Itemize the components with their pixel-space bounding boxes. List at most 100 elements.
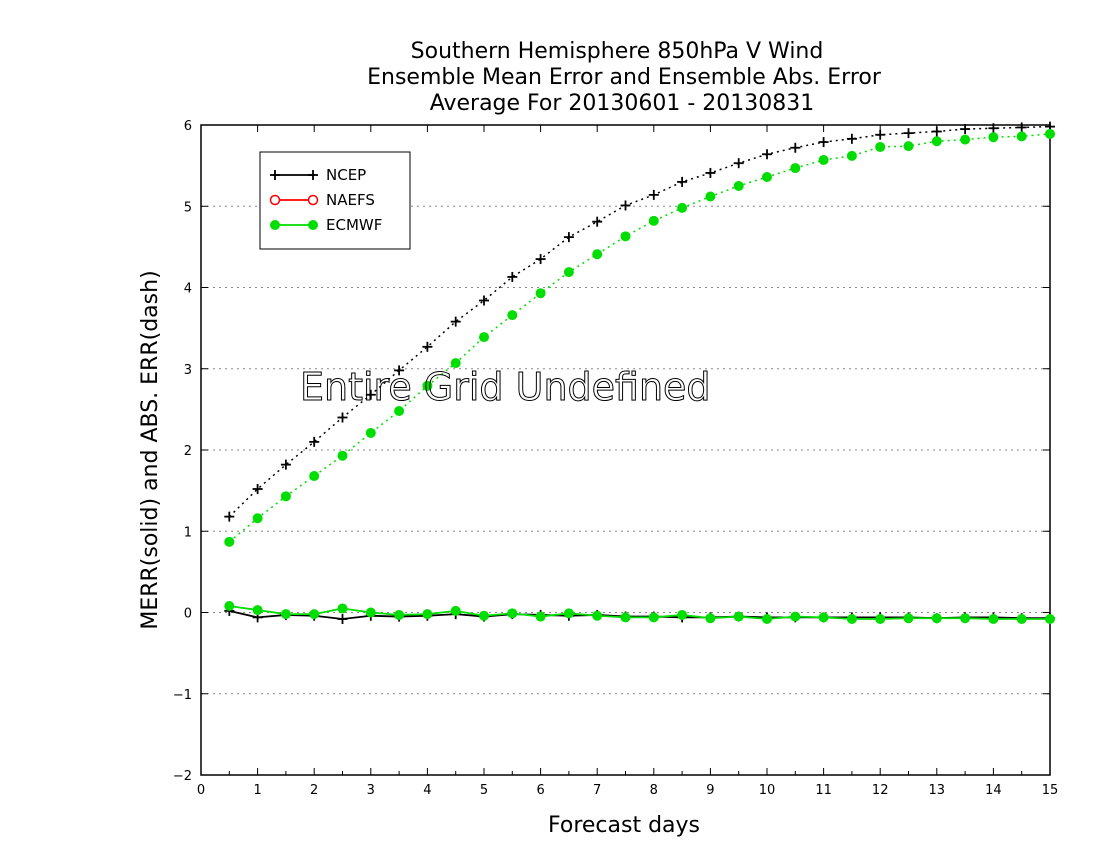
x-tick-label: 10: [759, 783, 776, 798]
ncep-abs-error-point: [224, 511, 235, 522]
ecmwf-abs-error-point: [875, 141, 886, 152]
x-tick-label: 15: [1042, 783, 1059, 798]
ncep-abs-error-point: [422, 341, 433, 352]
ecmwf-mean-error-point: [394, 609, 405, 620]
legend-marker-naefs: [269, 194, 281, 206]
x-tick-label: 11: [815, 783, 832, 798]
y-tick-label: −1: [173, 688, 192, 703]
y-axis-label: MERR(solid) and ABS. ERR(dash): [138, 270, 163, 629]
ecmwf-mean-error-point: [648, 612, 659, 623]
ecmwf-abs-error-point: [224, 536, 235, 547]
ecmwf-mean-error-point: [365, 607, 376, 618]
y-tick-label: 3: [184, 363, 192, 378]
x-tick-label: 13: [929, 783, 946, 798]
chart-title-line-3: Average For 20130601 - 20130831: [430, 91, 815, 116]
ecmwf-mean-error-point: [563, 608, 574, 619]
x-tick-label: 3: [367, 783, 375, 798]
x-tick-label: 1: [253, 783, 261, 798]
ncep-abs-error-point: [507, 271, 518, 282]
ecmwf-abs-error-point: [790, 163, 801, 174]
undefined-grid-annotation: Entire Grid Undefined: [300, 365, 711, 409]
ecmwf-abs-error-point: [450, 358, 461, 369]
ncep-abs-error-point: [1016, 122, 1027, 133]
ecmwf-mean-error-point: [733, 611, 744, 622]
ecmwf-mean-error-point: [705, 613, 716, 624]
ecmwf-abs-error-point: [988, 132, 999, 143]
y-tick-label: 0: [184, 607, 192, 622]
ecmwf-mean-error-point: [931, 613, 942, 624]
ecmwf-abs-error-point: [846, 150, 857, 161]
ecmwf-abs-error-point: [931, 136, 942, 147]
ecmwf-abs-error-point: [1016, 131, 1027, 142]
x-tick-label: 5: [480, 783, 488, 798]
ecmwf-abs-error-point: [677, 202, 688, 213]
ecmwf-mean-error-point: [309, 609, 320, 620]
legend-label-ncep: NCEP: [326, 166, 366, 184]
ecmwf-mean-error-point: [252, 605, 263, 616]
ecmwf-abs-error-point: [365, 427, 376, 438]
y-tick-label: −2: [173, 769, 192, 784]
ecmwf-mean-error-point: [677, 609, 688, 620]
x-tick-label: 12: [872, 783, 889, 798]
ecmwf-abs-error-point: [507, 310, 518, 321]
ecmwf-mean-error-point: [960, 613, 971, 624]
ecmwf-abs-error-point: [563, 267, 574, 278]
ecmwf-mean-error-point: [450, 605, 461, 616]
ecmwf-abs-error-point: [620, 231, 631, 242]
ecmwf-abs-error-point: [535, 288, 546, 299]
x-tick-label: 7: [593, 783, 601, 798]
ecmwf-mean-error-point: [818, 612, 829, 623]
ncep-abs-error-point: [988, 123, 999, 134]
ncep-abs-error-point: [620, 200, 631, 211]
ecmwf-mean-error-point: [903, 613, 914, 624]
ecmwf-abs-error-point: [337, 450, 348, 461]
ncep-abs-error-point: [931, 126, 942, 137]
ncep-abs-error-point: [309, 436, 320, 447]
ecmwf-abs-error-point: [818, 154, 829, 165]
chart-title-line-2: Ensemble Mean Error and Ensemble Abs. Er…: [367, 65, 882, 90]
y-tick-label: 2: [184, 444, 192, 459]
ecmwf-mean-error-point: [535, 611, 546, 622]
x-tick-label: 0: [197, 783, 205, 798]
x-tick-label: 14: [985, 783, 1002, 798]
x-tick-label: 9: [706, 783, 714, 798]
ecmwf-abs-error-point: [648, 215, 659, 226]
ecmwf-mean-error-point: [988, 614, 999, 624]
ncep-abs-error-point: [762, 149, 772, 160]
x-axis-label: Forecast days: [548, 813, 700, 838]
ecmwf-abs-error-point: [280, 491, 291, 502]
ecmwf-mean-error-point: [337, 603, 348, 614]
ncep-mean-error-point: [337, 614, 348, 624]
ecmwf-mean-error-point: [790, 611, 801, 622]
ncep-abs-error-point: [535, 254, 546, 265]
ncep-abs-error-point: [648, 189, 659, 200]
ncep-abs-error-point: [846, 133, 857, 144]
ncep-abs-error-point: [875, 129, 886, 140]
ecmwf-mean-error-point: [224, 601, 235, 611]
ecmwf-mean-error-point: [620, 612, 631, 623]
series-layer: [224, 121, 1055, 624]
legend-marker-ncep: [270, 170, 280, 180]
x-tick-label: 8: [650, 783, 658, 798]
legend: NCEP NAEFS ECMWF: [259, 151, 411, 250]
legend-marker-ncep: [308, 170, 318, 180]
chart-title-block: Southern Hemisphere 850hPa V Wind Ensemb…: [367, 39, 882, 116]
x-tick-label: 4: [423, 783, 431, 798]
ecmwf-abs-error-point: [479, 332, 489, 343]
ncep-abs-error-point: [677, 176, 688, 187]
ecmwf-abs-error-point: [733, 180, 744, 191]
ncep-abs-error-point: [790, 142, 801, 153]
ecmwf-mean-error-point: [592, 610, 603, 621]
x-tick-label: 6: [536, 783, 544, 798]
ncep-abs-error-point: [450, 316, 461, 327]
chart-title-line-1: Southern Hemisphere 850hPa V Wind: [411, 39, 824, 64]
ncep-abs-error-point: [252, 484, 263, 494]
legend-marker-ecmwf: [270, 220, 280, 230]
ecmwf-abs-error-point: [252, 513, 263, 524]
y-tick-label: 4: [184, 282, 192, 297]
y-tick-label: 5: [184, 200, 192, 215]
ncep-abs-error-point: [903, 128, 914, 139]
legend-marker-naefs: [307, 194, 319, 206]
ncep-abs-error-point: [479, 295, 489, 306]
